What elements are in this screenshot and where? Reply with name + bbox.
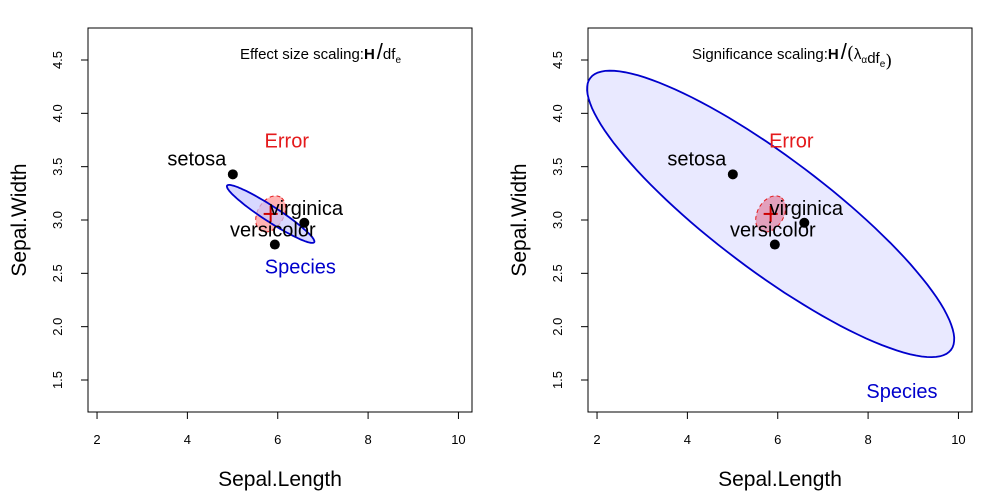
y-axis-label: Sepal.Width xyxy=(8,163,31,276)
y-tick-label: 4.5 xyxy=(50,51,65,69)
y-tick-label: 3.5 xyxy=(550,158,565,176)
y-tick-label: 2.0 xyxy=(550,318,565,336)
panel-title-part: ) xyxy=(885,51,892,72)
point-label-versicolor: versicolor xyxy=(230,220,316,242)
point-virginica xyxy=(299,217,310,228)
y-tick-label: 4.5 xyxy=(550,51,565,69)
panel-title-part: e xyxy=(395,55,401,66)
x-tick-label: 8 xyxy=(364,432,371,447)
point-label-versicolor: versicolor xyxy=(730,220,816,242)
panel-title: Significance scaling:H/(λαdfe) xyxy=(692,39,892,72)
y-tick-label: 1.5 xyxy=(50,371,65,389)
y-tick-label: 2.5 xyxy=(50,264,65,282)
x-tick-label: 10 xyxy=(951,432,965,447)
panel-title-part: / xyxy=(377,39,384,64)
y-tick-label: 3.0 xyxy=(50,211,65,229)
panel-title-part: ( xyxy=(847,43,854,64)
x-tick-label: 2 xyxy=(93,432,100,447)
y-tick-label: 4.0 xyxy=(550,104,565,122)
x-tick-label: 6 xyxy=(274,432,281,447)
x-tick-label: 6 xyxy=(774,432,781,447)
y-tick-label: 3.5 xyxy=(50,158,65,176)
point-virginica xyxy=(799,217,810,228)
x-axis-label: Sepal.Length xyxy=(718,468,842,491)
point-setosa xyxy=(227,169,238,180)
x-axis-label: Sepal.Length xyxy=(218,468,342,491)
panel-title-part: df xyxy=(383,46,396,63)
species-label: Species xyxy=(866,381,937,403)
point-setosa xyxy=(727,169,738,180)
error-label: Error xyxy=(769,130,814,152)
species-label: Species xyxy=(265,256,336,278)
panel-title-prefix: Effect size scaling: xyxy=(240,46,364,63)
panel-title-part: e xyxy=(880,59,886,70)
x-tick-label: 2 xyxy=(593,432,600,447)
y-tick-label: 1.5 xyxy=(550,371,565,389)
x-tick-label: 4 xyxy=(184,432,191,447)
point-versicolor xyxy=(769,239,780,250)
x-tick-label: 4 xyxy=(684,432,691,447)
panel-title-part: λ xyxy=(854,46,862,63)
y-tick-label: 2.5 xyxy=(550,264,565,282)
point-label-setosa: setosa xyxy=(167,148,227,170)
x-tick-label: 8 xyxy=(864,432,871,447)
panel-title-part: df xyxy=(867,50,880,67)
point-label-setosa: setosa xyxy=(667,148,727,170)
point-label-virginica: virginica xyxy=(270,198,344,220)
y-tick-label: 4.0 xyxy=(50,104,65,122)
point-versicolor xyxy=(269,239,280,250)
point-label-virginica: virginica xyxy=(770,198,844,220)
panel-title-part: α xyxy=(861,55,867,66)
error-label: Error xyxy=(265,130,310,152)
y-tick-label: 2.0 xyxy=(50,318,65,336)
panel-title-part: / xyxy=(841,39,848,64)
panel-title-part: H xyxy=(364,46,375,63)
x-tick-label: 10 xyxy=(451,432,465,447)
y-tick-label: 3.0 xyxy=(550,211,565,229)
panel-title-prefix: Significance scaling: xyxy=(692,46,828,63)
panel-title-part: H xyxy=(828,46,839,63)
panel-title: Effect size scaling:H/dfe xyxy=(240,39,401,66)
y-axis-label: Sepal.Width xyxy=(508,163,531,276)
